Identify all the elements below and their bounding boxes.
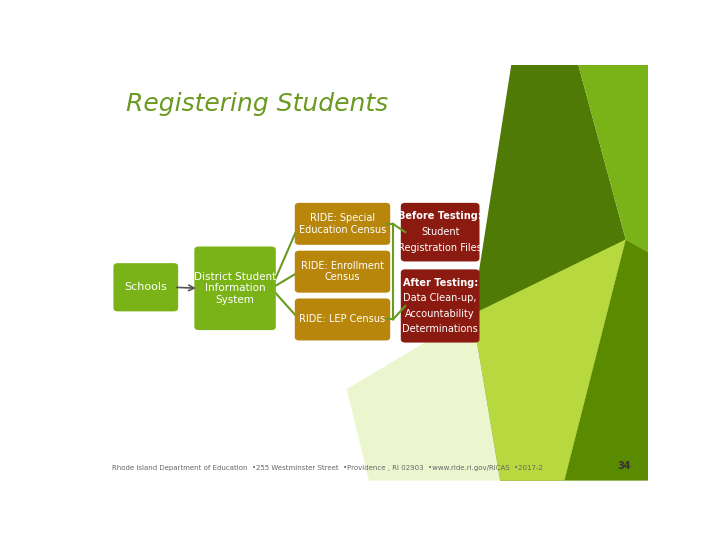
Text: Registering Students: Registering Students <box>126 92 388 116</box>
FancyBboxPatch shape <box>194 246 276 330</box>
Text: RIDE: Special
Education Census: RIDE: Special Education Census <box>299 213 386 235</box>
Text: RIDE: LEP Census: RIDE: LEP Census <box>300 314 385 325</box>
Text: District Student
Information
System: District Student Information System <box>194 272 276 305</box>
Text: Registration Files: Registration Files <box>398 243 482 253</box>
Text: Before Testing:: Before Testing: <box>398 211 482 221</box>
Text: Data Clean-up,: Data Clean-up, <box>403 293 477 303</box>
Polygon shape <box>472 65 626 481</box>
Text: Schools: Schools <box>125 282 167 292</box>
Text: After Testing:: After Testing: <box>402 278 478 288</box>
FancyBboxPatch shape <box>401 269 480 342</box>
Polygon shape <box>578 65 648 252</box>
Text: Accountability: Accountability <box>405 309 475 319</box>
FancyBboxPatch shape <box>294 299 390 341</box>
Polygon shape <box>564 239 648 481</box>
Text: RIDE: Enrollment
Census: RIDE: Enrollment Census <box>301 261 384 282</box>
Text: Student: Student <box>421 227 459 237</box>
Text: Determinations: Determinations <box>402 324 478 334</box>
Polygon shape <box>347 314 500 481</box>
FancyBboxPatch shape <box>401 203 480 261</box>
Text: Rhode Island Department of Education  •255 Westminster Street  •Providence , RI : Rhode Island Department of Education •25… <box>112 465 543 471</box>
FancyBboxPatch shape <box>294 251 390 293</box>
Polygon shape <box>472 239 626 481</box>
Text: 34: 34 <box>618 462 631 471</box>
FancyBboxPatch shape <box>294 203 390 245</box>
FancyBboxPatch shape <box>114 263 178 312</box>
